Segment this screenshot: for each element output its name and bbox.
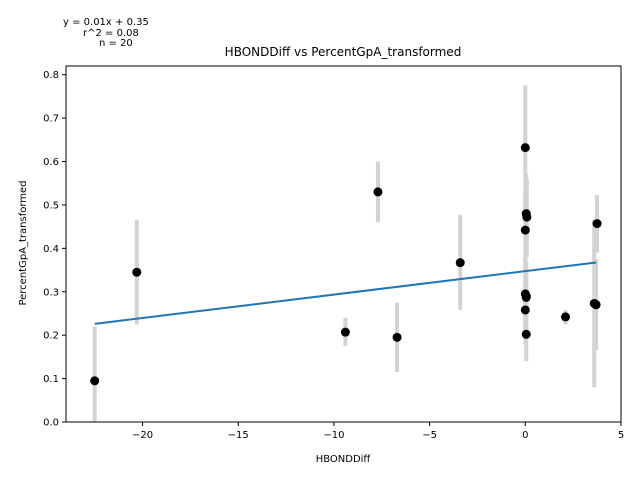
data-point xyxy=(392,332,402,342)
y-tick-label: 0.5 xyxy=(43,200,59,211)
x-axis-label: HBONDDiff xyxy=(316,454,372,465)
chart-title: HBONDDiff vs PercentGpA_transformed xyxy=(225,45,462,59)
data-point xyxy=(522,212,532,222)
data-point xyxy=(520,225,530,235)
y-tick-label: 0.2 xyxy=(43,331,59,342)
plot-area xyxy=(90,85,602,422)
y-tick-label: 0.8 xyxy=(43,70,59,81)
axes: −20 −15 −10 −5 0 5 0.0 0.1 0.2 0.3 0.4 0.5 0.6 0.7 0.8 xyxy=(43,65,624,441)
y-tick-label: 0.3 xyxy=(43,287,59,298)
data-point xyxy=(592,219,602,229)
y-tick-label: 0.0 xyxy=(43,418,59,429)
data-point xyxy=(590,299,600,309)
x-tick-label: −10 xyxy=(323,430,344,441)
data-point xyxy=(373,187,383,197)
data-point xyxy=(455,258,465,268)
x-tick-label: −15 xyxy=(228,430,249,441)
y-tick-label: 0.1 xyxy=(43,374,59,385)
x-tick-label: −5 xyxy=(422,430,437,441)
y-tick-label: 0.6 xyxy=(43,157,59,168)
annotation-equation: y = 0.01x + 0.35 xyxy=(63,17,149,28)
y-axis-label: PercentGpA_transformed xyxy=(18,180,29,305)
annotation-n: n = 20 xyxy=(99,38,133,49)
data-point xyxy=(561,312,570,322)
data-point xyxy=(132,267,142,277)
regression-line xyxy=(94,261,597,325)
annotation-r-squared: r^2 = 0.08 xyxy=(83,28,139,39)
x-tick-label: −20 xyxy=(132,430,153,441)
data-point xyxy=(340,327,350,337)
data-point xyxy=(520,143,530,153)
y-tick-label: 0.7 xyxy=(43,114,59,125)
x-tick-label: 5 xyxy=(618,430,624,441)
data-point xyxy=(520,305,530,315)
axes-frame xyxy=(65,65,622,423)
data-point xyxy=(90,376,100,386)
y-tick-label: 0.4 xyxy=(43,244,59,255)
data-point xyxy=(521,329,531,339)
data-point xyxy=(521,291,531,301)
x-tick-label: 0 xyxy=(522,430,528,441)
